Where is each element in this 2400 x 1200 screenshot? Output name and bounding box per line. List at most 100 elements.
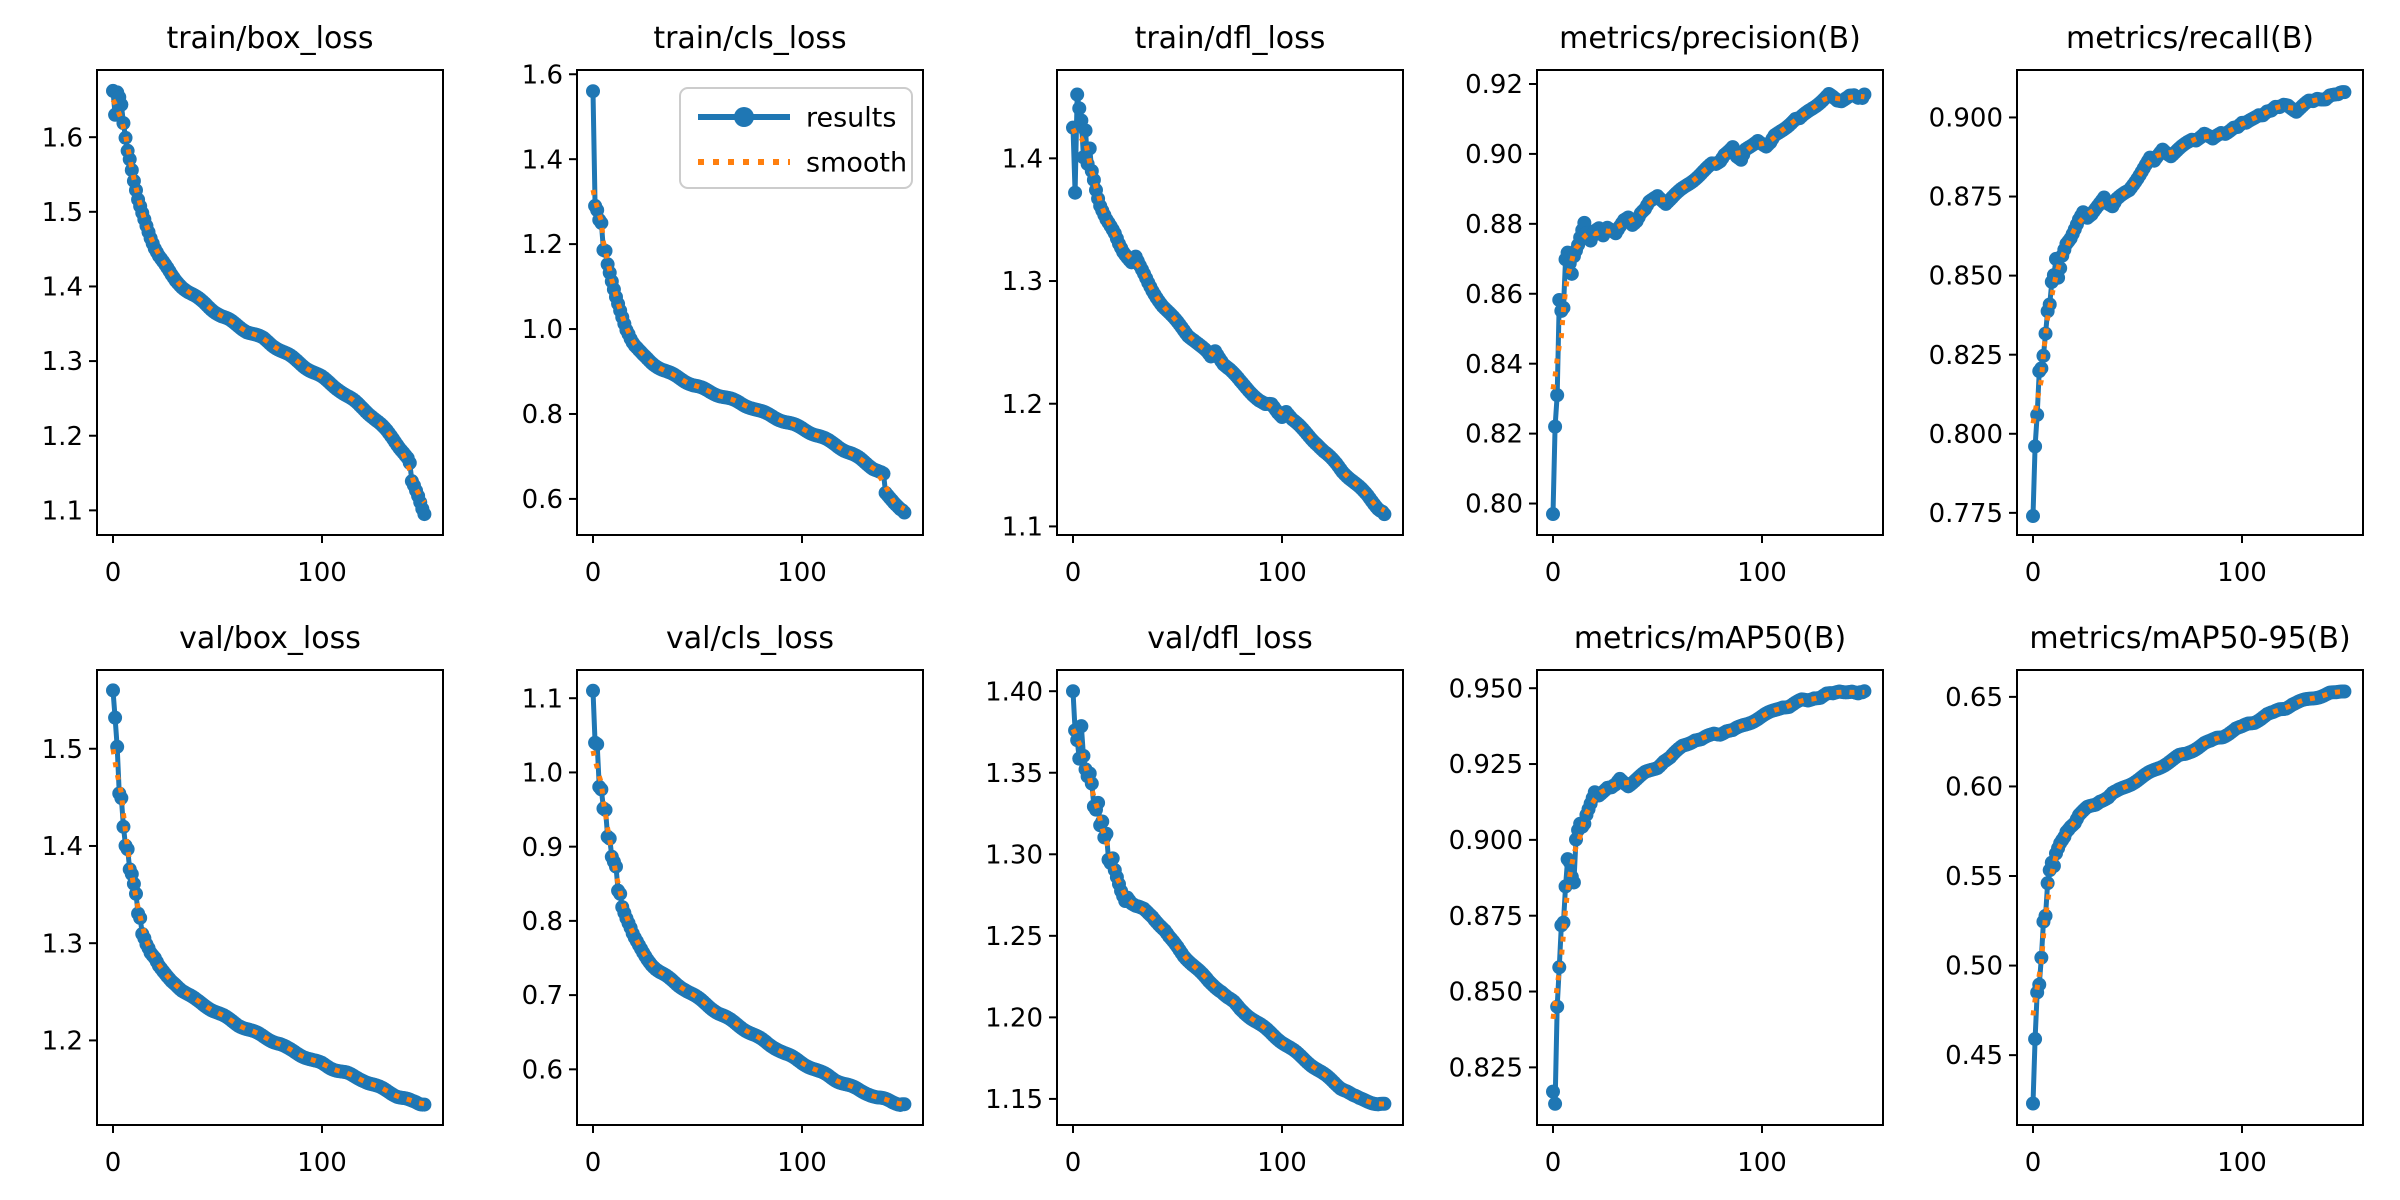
smooth-line [2030,90,2345,424]
x-axis-ticks: 0 100 [2025,1125,2267,1178]
chart-title: metrics/mAP50(B) [1574,621,1846,656]
y-tick-label: 1.25 [985,922,1043,952]
y-tick-label: 0.86 [1465,280,1523,310]
data-point-marker [1562,855,1577,870]
x-tick-label: 100 [777,1148,827,1178]
y-tick-label: 0.850 [1929,262,2003,292]
axes-spines [2016,69,2364,536]
data-point-marker [1070,733,1085,748]
smooth-line [2030,689,2345,1016]
results-markers [2026,684,2352,1111]
data-point-marker [598,243,613,258]
data-point-marker [1550,388,1565,403]
y-tick-label: 0.6 [522,485,563,515]
data-point-marker [120,842,135,857]
results-markers [586,683,912,1112]
data-point-marker [1556,915,1571,930]
y-tick-label: 0.900 [1929,104,2003,134]
data-point-marker [1548,1096,1563,1111]
smooth-line [1550,689,1865,1020]
y-tick-label: 1.2 [42,422,83,452]
results-markers [1546,684,1872,1111]
data-point-marker [116,116,131,131]
y-tick-label: 0.50 [1945,952,2003,982]
data-point-marker [114,97,129,112]
x-axis-ticks: 0 100 [1065,535,1307,588]
data-point-marker [1074,719,1089,734]
x-tick-label: 100 [1737,1148,1787,1178]
chart-title: train/box_loss [166,21,373,56]
y-tick-label: 0.850 [1449,978,1523,1008]
y-tick-label: 0.8 [522,907,563,937]
results-line [1070,92,1387,516]
x-tick-label: 100 [1737,558,1787,588]
data-point-marker [1546,1084,1560,1099]
data-point-marker [602,831,617,846]
data-point-marker [1082,141,1097,156]
results-line [590,690,905,1108]
y-tick-label: 1.6 [522,60,563,90]
axes-spines [2016,669,2364,1126]
data-point-marker [124,163,139,178]
y-tick-label: 1.4 [42,273,83,303]
data-point-marker [586,84,600,99]
y-tick-label: 1.1 [1002,513,1043,543]
chart-title: metrics/precision(B) [1559,21,1861,56]
data-point-marker [2026,509,2040,524]
data-point-marker [1548,419,1563,434]
data-point-marker [114,791,129,806]
y-tick-label: 0.84 [1465,350,1523,380]
chart-val-box-loss: val/box_loss 1.2 1.3 1.4 1.5 0 100 [42,621,444,1178]
data-point-marker [590,737,605,752]
y-tick-label: 1.3 [1002,267,1043,297]
x-axis-ticks: 0 100 [585,535,827,588]
x-tick-label: 0 [2025,1148,2042,1178]
data-point-marker [1546,507,1560,522]
x-axis-ticks: 0 100 [105,1125,347,1178]
smooth-line [110,98,427,504]
data-point-marker [2038,908,2053,923]
x-tick-label: 0 [585,558,602,588]
smooth-line [110,748,425,1107]
y-tick-label: 1.15 [985,1085,1043,1115]
y-tick-label: 1.20 [985,1003,1043,1033]
y-tick-label: 0.60 [1945,773,2003,803]
results-line [1550,688,1866,1107]
y-tick-label: 1.2 [1002,390,1043,420]
x-axis-ticks: 0 100 [1545,535,1787,588]
axes-spines [1536,69,1884,536]
y-tick-label: 1.0 [522,759,563,789]
chart-title: val/box_loss [179,621,361,656]
results-markers [1066,684,1392,1112]
y-tick-label: 0.80 [1465,490,1523,520]
x-tick-label: 0 [105,1148,122,1178]
smooth-line [590,750,905,1107]
data-point-marker [594,215,609,230]
data-point-marker [2030,407,2045,422]
results-line [110,89,427,516]
chart-title: val/dfl_loss [1147,621,1312,656]
data-point-marker [106,683,120,698]
y-tick-label: 0.92 [1465,70,1523,100]
results-markers [586,84,912,520]
results-line [2030,89,2345,517]
y-tick-label: 0.925 [1449,750,1523,780]
y-tick-label: 1.1 [522,684,563,714]
data-point-marker [1068,185,1083,200]
y-tick-label: 1.30 [985,840,1043,870]
data-point-marker [1066,684,1080,699]
chart-train-cls-loss: train/cls_loss 0.6 0.8 1.0 1.2 1.4 1.6 0 100 resu… [522,21,924,588]
y-tick-label: 1.3 [42,929,83,959]
axes-spines [576,69,924,536]
x-tick-label: 100 [2217,1148,2267,1178]
chart-val-cls-loss: val/cls_loss 0.6 0.7 0.8 0.9 1.0 1.1 0 100 [522,621,924,1178]
x-tick-label: 0 [105,558,122,588]
chart-metrics-map50-b: metrics/mAP50(B) 0.825 0.850 0.875 0.900 0.92… [1449,621,1884,1178]
y-tick-label: 1.4 [1002,144,1043,174]
y-axis-ticks: 0.80 0.82 0.84 0.86 0.88 0.90 0.92 [1465,70,1537,520]
axes-spines [96,69,444,536]
y-tick-label: 0.825 [1929,341,2003,371]
x-tick-label: 100 [297,1148,347,1178]
chart-train-dfl-loss: train/dfl_loss 1.1 1.2 1.3 1.4 0 100 [1002,21,1404,588]
y-tick-label: 1.3 [42,347,83,377]
